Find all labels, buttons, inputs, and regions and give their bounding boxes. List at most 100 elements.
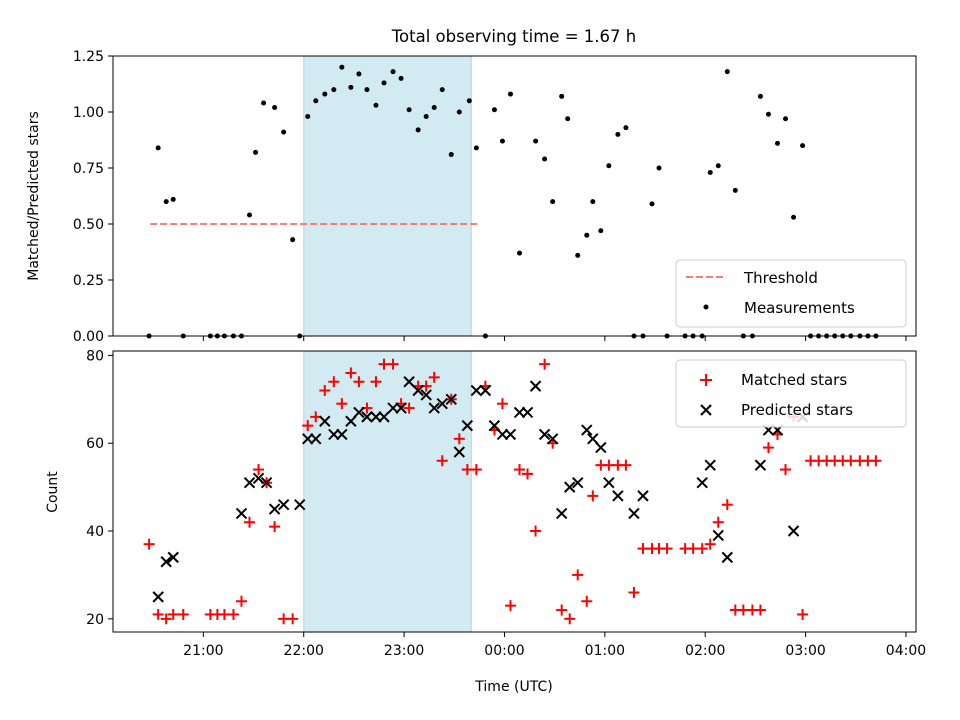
measurement-point <box>542 156 548 162</box>
predicted-star-marker <box>479 384 492 397</box>
matched-star-marker <box>496 398 508 410</box>
measurement-point <box>765 111 771 117</box>
ratio-x-ticks <box>202 336 907 341</box>
matched-star-marker <box>235 595 247 607</box>
predicted-star-marker <box>378 411 390 423</box>
matched-star-marker <box>661 543 673 555</box>
measurement-point <box>800 143 806 149</box>
predicted-star-marker <box>504 428 517 441</box>
legend-predicted-swatch <box>700 404 712 416</box>
legend-predicted-label: Predicted stars <box>741 401 853 419</box>
measurement-point <box>473 145 479 151</box>
predicted-star-marker <box>420 389 432 401</box>
matched-star-markers <box>143 358 882 625</box>
predicted-star-marker <box>160 556 172 568</box>
measurement-point <box>724 69 730 75</box>
matched-star-marker <box>436 455 448 467</box>
measurement-point <box>606 163 612 169</box>
matched-star-marker <box>870 455 882 467</box>
predicted-star-markers <box>152 376 809 603</box>
matched-star-marker <box>287 613 299 625</box>
ratio-shaded-span <box>303 55 472 337</box>
measurement-point <box>331 87 337 93</box>
measurement-point <box>791 214 797 220</box>
matched-star-marker <box>504 600 516 612</box>
ratio-y-tick-label: 1.25 <box>73 49 104 65</box>
predicted-star-marker <box>595 441 607 454</box>
predicted-star-marker <box>268 503 281 515</box>
measurement-point <box>381 80 387 86</box>
x-tick-label: 04:00 <box>886 643 926 659</box>
measurement-point <box>272 105 278 111</box>
matched-star-marker <box>522 468 534 480</box>
predicted-star-marker <box>572 477 584 489</box>
matched-star-marker <box>721 499 733 511</box>
matched-star-marker <box>780 464 792 476</box>
predicted-star-marker <box>488 419 501 432</box>
predicted-star-marker <box>470 384 483 397</box>
matched-star-marker <box>539 358 551 370</box>
measurement-point <box>584 232 590 238</box>
x-tick-label: 01:00 <box>585 643 625 659</box>
measurement-point <box>517 250 523 256</box>
matched-star-marker <box>620 459 632 471</box>
x-tick-label: 02:00 <box>685 643 725 659</box>
measurement-point <box>575 252 581 258</box>
predicted-star-marker <box>252 472 265 485</box>
ratio-legend: Threshold Measurements <box>675 259 907 328</box>
measurement-point <box>550 199 556 205</box>
predicted-star-marker <box>243 477 256 489</box>
measurement-point <box>783 116 789 122</box>
measurement-point <box>448 152 454 158</box>
matched-star-marker <box>587 490 599 502</box>
measurement-point <box>559 93 565 99</box>
measurement-point <box>499 138 505 144</box>
predicted-star-marker <box>235 507 248 520</box>
measurement-point <box>598 228 604 234</box>
predicted-star-marker <box>436 397 448 410</box>
matched-star-marker <box>244 516 256 528</box>
measurement-point <box>456 109 462 115</box>
ratio-y-tick-label: 0.50 <box>73 217 104 233</box>
matched-star-marker <box>797 608 809 620</box>
measurement-point <box>290 237 296 243</box>
matched-star-marker <box>319 385 331 397</box>
legend-measurements-swatch <box>703 304 709 310</box>
predicted-star-marker <box>555 507 568 520</box>
matched-star-marker <box>160 613 172 625</box>
predicted-star-marker <box>529 380 542 392</box>
matched-star-marker <box>253 464 265 476</box>
matched-star-marker <box>167 608 179 620</box>
measurement-point <box>281 129 287 135</box>
ratio-panel: 0.00 0.25 0.50 0.75 1.00 1.25 Matched/Predict… <box>26 49 917 345</box>
measurement-point <box>565 116 571 122</box>
predicted-star-marker <box>704 459 716 471</box>
predicted-star-marker <box>538 428 551 441</box>
matched-star-marker <box>556 604 568 616</box>
predicted-star-marker <box>754 459 767 471</box>
predicted-star-marker <box>319 415 331 427</box>
x-axis-label: Time (UTC) <box>474 679 552 695</box>
measurement-point <box>322 91 328 97</box>
matched-star-marker <box>564 613 576 625</box>
predicted-star-marker <box>353 406 365 419</box>
matched-star-marker <box>762 442 774 454</box>
matched-star-marker <box>336 398 348 410</box>
predicted-star-marker <box>403 376 415 388</box>
predicted-star-marker <box>453 446 466 458</box>
matched-star-marker <box>581 595 593 607</box>
measurement-point <box>356 71 362 77</box>
matched-star-marker <box>387 358 399 370</box>
measurement-point <box>305 113 311 119</box>
matched-star-marker <box>530 525 542 537</box>
measurement-point <box>339 64 345 70</box>
measurement-point <box>615 131 621 137</box>
measurement-point <box>757 93 763 99</box>
matched-star-marker <box>177 608 189 620</box>
x-tick-label: 22:00 <box>284 643 324 659</box>
matched-star-marker <box>470 464 482 476</box>
predicted-star-marker <box>563 481 576 493</box>
count-panel: 20 40 60 80 21:00 22:00 23:00 00:00 01:00 02:00 0… <box>45 348 926 695</box>
matched-star-marker <box>628 586 640 598</box>
ratio-y-tick-label: 0.75 <box>73 161 104 177</box>
